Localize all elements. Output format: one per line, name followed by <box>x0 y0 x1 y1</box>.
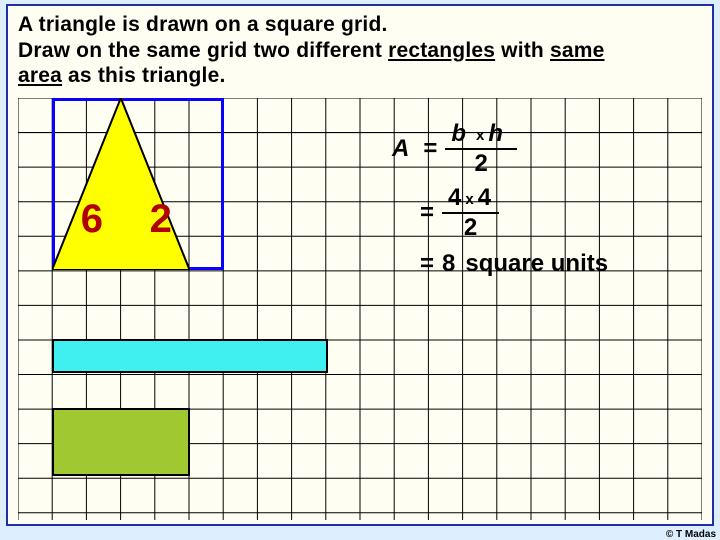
formula-x1: x <box>476 127 486 144</box>
formula-v1: 4 <box>448 184 463 211</box>
formula-eq1: = <box>423 135 437 163</box>
prompt-same: same <box>550 39 605 62</box>
prompt-line2a: Draw on the same grid two different <box>18 39 388 62</box>
overlay-number-six: 6 <box>81 197 103 242</box>
overlay-number-two: 2 <box>150 197 172 242</box>
formula-v2: 4 <box>478 184 493 211</box>
formula-denom1: 2 <box>475 150 488 176</box>
prompt-area: area <box>18 64 62 87</box>
problem-prompt: A triangle is drawn on a square grid. Dr… <box>18 12 702 89</box>
formula-denom2: 2 <box>464 214 477 240</box>
rectangle-1 <box>52 339 327 373</box>
formula-h: h <box>488 120 505 147</box>
prompt-line3b: as this triangle. <box>62 64 225 87</box>
formula-eq3: = <box>420 250 434 278</box>
formula-result-num: 8 <box>442 250 455 278</box>
formula-eq2: = <box>420 199 434 227</box>
prompt-line1: A triangle is drawn on a square grid. <box>18 13 388 36</box>
formula-x2: x <box>465 191 475 208</box>
formula-b: b <box>451 120 468 147</box>
formula-A: A <box>392 135 409 163</box>
formula-result-unit: square units <box>465 250 608 278</box>
prompt-rectangles: rectangles <box>388 39 495 62</box>
triangle-shape <box>52 98 190 270</box>
formula-4x4-over-2: 4x4 2 <box>442 186 499 240</box>
copyright: © T Madas <box>666 529 716 540</box>
rectangle-2 <box>52 408 190 477</box>
area-formula: A = bxh 2 = 4x4 2 <box>392 122 672 288</box>
formula-bh-over-2: bxh 2 <box>445 122 517 176</box>
prompt-line2c: with <box>495 39 550 62</box>
grid-stage: 6 2 A = bxh 2 = 4 <box>18 98 702 520</box>
